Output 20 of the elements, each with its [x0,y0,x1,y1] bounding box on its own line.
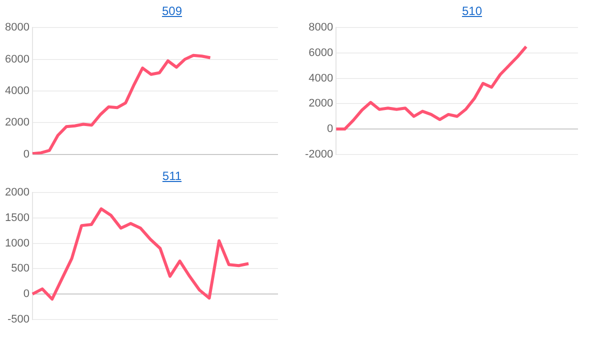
chart-title: 510 [460,4,484,18]
y-tick-label: 0 [23,288,30,300]
y-tick-label: 1000 [4,237,30,250]
y-tick-label: 4000 [308,72,334,84]
y-tick-label: 0 [327,123,334,136]
y-tick-label: -2000 [304,148,334,160]
y-tick-label: 0 [23,148,30,160]
y-tick-label: 4000 [4,85,30,98]
y-tick-label: 2000 [308,98,334,110]
chart-title: 511 [161,169,183,183]
y-tick-label: 500 [11,262,30,275]
y-tick-label: 6000 [4,53,30,66]
y-tick-label: 8000 [4,22,30,34]
y-tick-label: -500 [7,313,30,326]
y-tick-label: 8000 [308,22,334,34]
chart-title: 509 [160,4,184,18]
y-tick-label: 1500 [4,212,30,224]
y-tick-label: 6000 [308,46,334,59]
y-tick-label: 2000 [4,116,30,129]
y-tick-label: 2000 [4,186,30,199]
